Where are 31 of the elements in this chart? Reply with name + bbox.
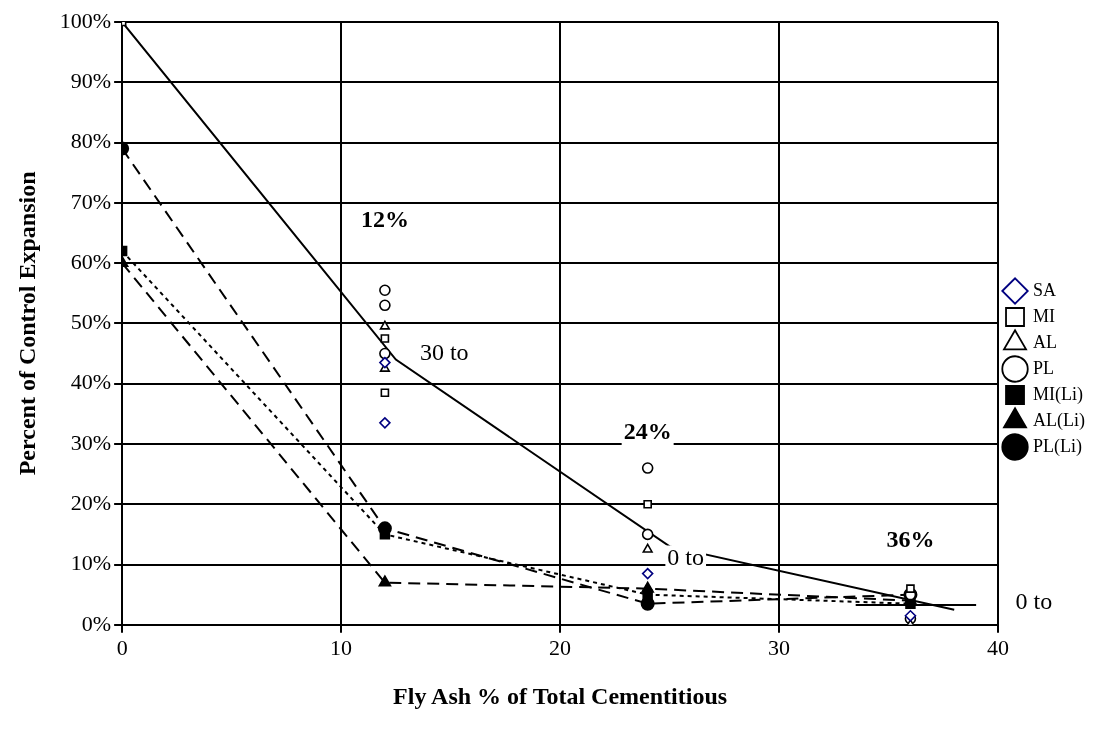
legend-label: SA: [1033, 279, 1057, 300]
y-tick-label: 20%: [70, 490, 112, 516]
annotation: 30 to: [419, 338, 469, 365]
y-tick-label: 50%: [70, 309, 112, 335]
y-tick-label: 100%: [59, 7, 112, 33]
y-tick-label: 30%: [70, 429, 112, 455]
y-axis-title: Percent of Control Expansion: [13, 171, 40, 476]
annotation: 36%: [886, 525, 935, 552]
annotation: 0 to: [667, 543, 705, 570]
x-tick-label: 10: [330, 634, 353, 660]
text: 0 to: [1015, 587, 1053, 614]
legend-label: AL: [1033, 331, 1058, 352]
y-tick-label: 10%: [70, 550, 112, 576]
annotation: 24%: [623, 418, 672, 445]
y-tick-label: 90%: [70, 68, 112, 94]
legend-label: AL(Li): [1033, 409, 1086, 431]
x-tick-label: 30: [768, 634, 791, 660]
legend-label: PL(Li): [1033, 435, 1083, 457]
x-tick-label: 0: [116, 634, 128, 660]
legend-label: PL: [1033, 357, 1055, 378]
x-tick-label: 40: [987, 634, 1010, 660]
y-tick-label: 70%: [70, 188, 112, 214]
legend-label: MI: [1033, 305, 1056, 326]
y-tick-label: 80%: [70, 128, 112, 154]
legend-label: MI(Li): [1033, 383, 1084, 405]
y-tick-label: 40%: [70, 369, 112, 395]
x-tick-label: 20: [549, 634, 572, 660]
x-axis-title: Fly Ash % of Total Cementitious: [393, 682, 728, 709]
y-tick-label: 0%: [81, 610, 112, 636]
y-tick-label: 60%: [70, 248, 112, 274]
annotation: 12%: [360, 206, 409, 233]
